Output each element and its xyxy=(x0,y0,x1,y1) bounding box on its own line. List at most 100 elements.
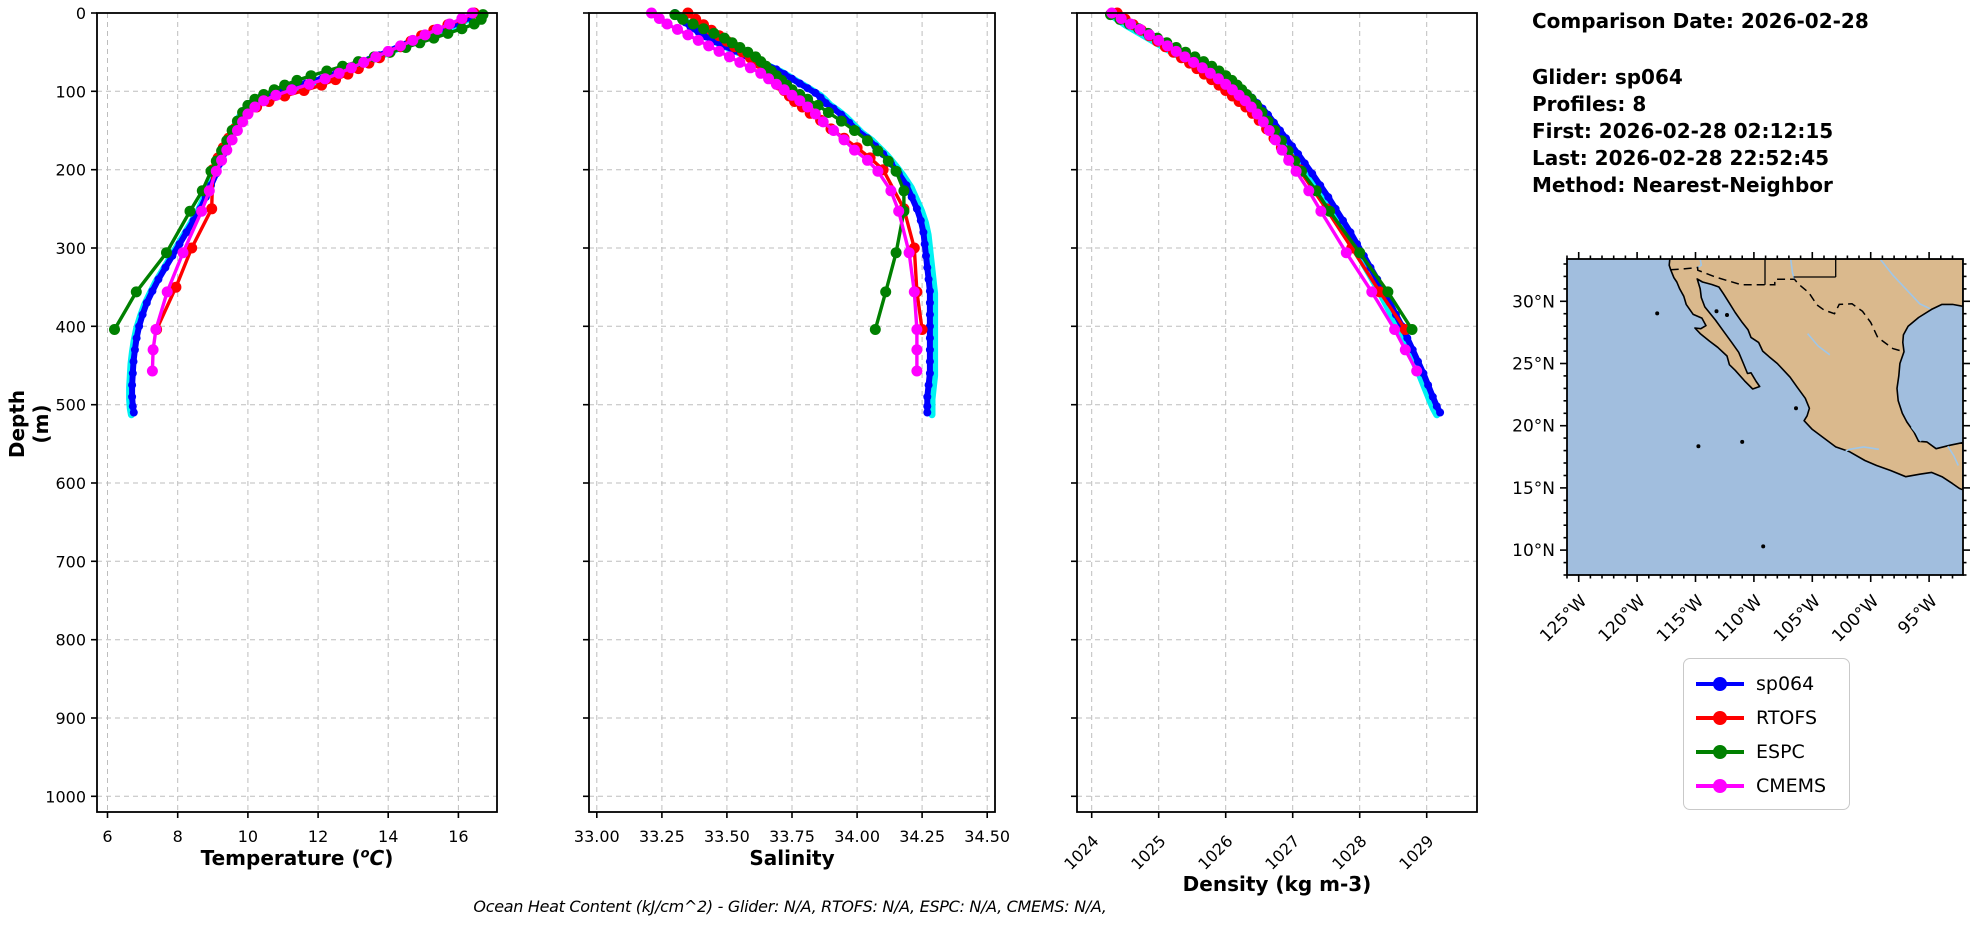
series-marker-sp064 xyxy=(922,251,930,260)
series-marker-CMEMS xyxy=(1303,185,1315,197)
map-lat-label: 30°N xyxy=(1512,292,1555,312)
series-marker-ESPC xyxy=(898,185,910,197)
map-country-border xyxy=(1670,266,1905,353)
series-marker-CMEMS xyxy=(802,101,814,113)
legend-item-CMEMS: CMEMS xyxy=(1696,769,1839,803)
map-lat-label: 20°N xyxy=(1512,417,1555,437)
series-marker-CMEMS xyxy=(407,34,419,46)
map-island xyxy=(1714,309,1719,314)
map-island xyxy=(1740,439,1745,444)
map-lon-label: 100°W xyxy=(1828,591,1883,646)
series-marker-CMEMS xyxy=(1125,18,1137,30)
series-marker-ESPC xyxy=(890,165,902,177)
series-marker-CMEMS xyxy=(1290,165,1302,177)
x-tick-label: 14 xyxy=(378,827,398,846)
series-marker-ESPC xyxy=(291,74,303,86)
series-marker-ESPC xyxy=(161,247,172,259)
series-marker-CMEMS xyxy=(431,23,443,35)
map-lon-label: 110°W xyxy=(1711,591,1766,646)
series-marker-sp064 xyxy=(925,369,934,378)
series-marker-sp064 xyxy=(925,298,934,307)
series-marker-ESPC xyxy=(812,99,824,111)
series-marker-CMEMS xyxy=(1389,324,1401,335)
series-marker-CMEMS xyxy=(692,34,704,46)
series-marker-sp064 xyxy=(795,79,804,88)
series-marker-sp064 xyxy=(138,310,147,319)
map-island xyxy=(1761,544,1766,549)
series-marker-CMEMS xyxy=(653,13,665,24)
series-marker-sp064 xyxy=(135,322,144,331)
series-marker-CMEMS xyxy=(395,40,406,52)
series-marker-CMEMS xyxy=(903,247,915,259)
series-marker-sp064 xyxy=(148,287,157,296)
series-marker-ESPC xyxy=(687,18,699,30)
map-island xyxy=(1794,406,1798,411)
panel-frame xyxy=(1076,12,1478,813)
salinity-axis-label: Salinity xyxy=(749,846,835,870)
series-line-sp064 xyxy=(671,10,933,416)
y-tick-label: 400 xyxy=(55,317,86,336)
series-marker-RTOFS xyxy=(206,203,218,215)
x-tick-label: 33.75 xyxy=(769,827,815,846)
series-marker-CMEMS xyxy=(286,84,298,96)
series-marker-CMEMS xyxy=(661,18,673,30)
series-marker-CMEMS xyxy=(763,73,775,85)
map-river xyxy=(1697,259,1703,269)
legend-line-marker-icon xyxy=(1696,776,1744,796)
series-marker-CMEMS xyxy=(258,95,270,107)
series-marker-CMEMS xyxy=(1143,29,1155,41)
map-river xyxy=(1845,446,1880,452)
series-marker-CMEMS xyxy=(786,89,798,101)
y-tick-label: 0 xyxy=(76,4,86,23)
series-line-ESPC xyxy=(673,12,906,332)
series-marker-sp064 xyxy=(128,381,137,390)
series-marker-sp064 xyxy=(924,275,933,284)
comparison-date: Comparison Date: 2026-02-28 xyxy=(1532,9,1869,33)
legend-item-ESPC: ESPC xyxy=(1696,735,1839,769)
series-marker-CMEMS xyxy=(1340,247,1352,259)
series-marker-CMEMS xyxy=(794,95,806,107)
x-tick-label: 1027 xyxy=(1261,831,1303,873)
series-marker-CMEMS xyxy=(444,18,456,30)
series-marker-CMEMS xyxy=(713,45,725,57)
series-marker-ESPC xyxy=(1354,247,1366,259)
series-marker-sp064 xyxy=(142,298,151,307)
series-marker-CMEMS xyxy=(911,324,923,335)
series-marker-sp064 xyxy=(811,88,820,97)
series-marker-CMEMS xyxy=(203,185,215,197)
series-marker-sp064 xyxy=(132,334,141,343)
legend-line-marker-icon xyxy=(1696,674,1744,694)
series-marker-CMEMS xyxy=(146,365,158,377)
series-marker-CMEMS xyxy=(862,154,873,166)
series-marker-CMEMS xyxy=(226,134,238,146)
series-marker-sp064 xyxy=(816,93,825,102)
series-marker-sp064 xyxy=(1436,408,1445,417)
series-marker-CMEMS xyxy=(755,67,767,79)
series-marker-sp064 xyxy=(925,357,934,366)
map-lon-label: 95°W xyxy=(1894,591,1941,638)
y-tick-label: 500 xyxy=(55,396,86,415)
series-marker-sp064 xyxy=(1408,345,1417,354)
series-marker-CMEMS xyxy=(1366,286,1378,298)
series-marker-ESPC xyxy=(862,135,873,147)
y-tick-label: 200 xyxy=(55,161,86,180)
series-marker-CMEMS xyxy=(1283,154,1295,166)
series-marker-CMEMS xyxy=(221,144,233,156)
y-tick-label: 800 xyxy=(55,631,86,650)
series-marker-sp064 xyxy=(1432,402,1441,411)
series-marker-sp064 xyxy=(923,408,932,417)
x-tick-label: 12 xyxy=(308,827,328,846)
profile-panel: 6 8 10 12 14 16 0 100 200 300 400 500 600 700 800 900 10… xyxy=(45,4,498,846)
series-marker-CMEMS xyxy=(237,116,249,128)
series-marker-sp064 xyxy=(1324,193,1333,202)
x-tick-label: 1024 xyxy=(1060,831,1102,873)
map-river xyxy=(1806,333,1831,356)
series-marker-CMEMS xyxy=(1399,344,1411,356)
series-marker-sp064 xyxy=(925,287,934,296)
series-marker-sp064 xyxy=(128,402,137,411)
series-marker-ESPC xyxy=(130,286,142,298)
series-marker-CMEMS xyxy=(744,62,756,74)
series-marker-ESPC xyxy=(890,247,902,259)
legend: sp064 RTOFS ESPC CMEMS xyxy=(1683,658,1850,810)
map-river xyxy=(1879,259,1931,310)
